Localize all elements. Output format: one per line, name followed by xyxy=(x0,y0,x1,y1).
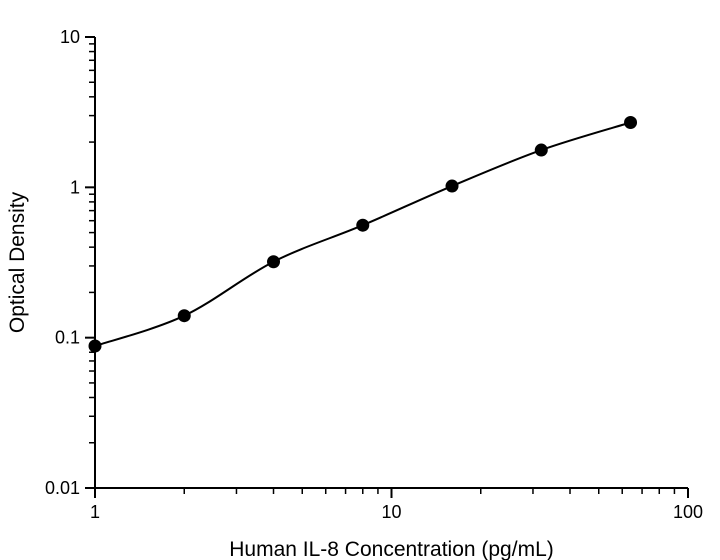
data-point xyxy=(535,144,547,156)
chart-svg: 1 10 100 0.01 0.1 1 10 Human IL-8 Concentration… xyxy=(0,0,720,560)
x-tick-label: 1 xyxy=(90,502,100,522)
y-tick-label: 0.1 xyxy=(55,328,80,348)
data-point xyxy=(89,340,101,352)
fit-curve xyxy=(95,122,631,346)
x-axis-label: Human IL-8 Concentration (pg/mL) xyxy=(229,538,554,560)
chart-container: 1 10 100 0.01 0.1 1 10 Human IL-8 Concentration… xyxy=(0,0,720,560)
y-tick-label: 0.01 xyxy=(45,478,80,498)
x-tick-label: 100 xyxy=(673,502,703,522)
y-tick-label: 10 xyxy=(60,27,80,47)
data-point xyxy=(357,219,369,231)
y-tick-label: 1 xyxy=(70,177,80,197)
data-point xyxy=(625,116,637,128)
data-point xyxy=(178,310,190,322)
y-axis-label: Optical Density xyxy=(6,191,29,333)
data-point xyxy=(268,256,280,268)
x-tick-label: 10 xyxy=(381,502,401,522)
data-point xyxy=(446,180,458,192)
